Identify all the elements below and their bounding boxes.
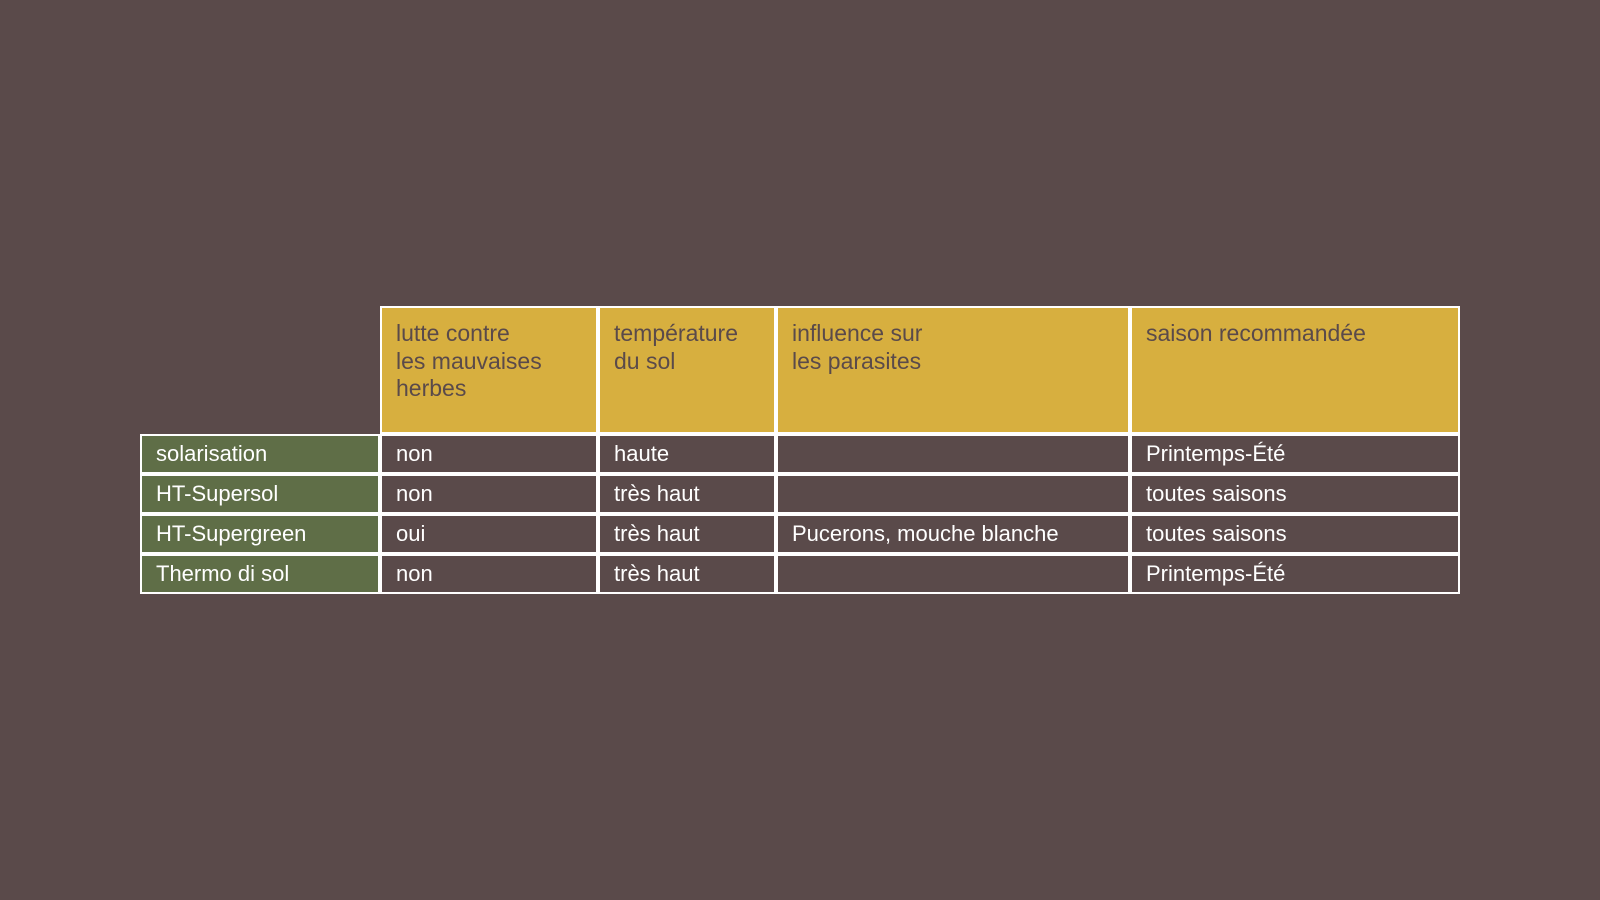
table-header-row: lutte contreles mauvaisesherbes températ… xyxy=(140,306,1460,434)
table-cell: Pucerons, mouche blanche xyxy=(776,514,1130,554)
row-header: HT-Supersol xyxy=(140,474,380,514)
table-cell xyxy=(776,434,1130,474)
table-cell: toutes saisons xyxy=(1130,474,1460,514)
col-header: lutte contreles mauvaisesherbes xyxy=(380,306,598,434)
table-cell: très haut xyxy=(598,474,776,514)
row-header: Thermo di sol xyxy=(140,554,380,594)
table-row: solarisation non haute Printemps-Été xyxy=(140,434,1460,474)
table-cell: toutes saisons xyxy=(1130,514,1460,554)
table-cell: non xyxy=(380,434,598,474)
table-cell: oui xyxy=(380,514,598,554)
table-cell: Printemps-Été xyxy=(1130,554,1460,594)
row-header: solarisation xyxy=(140,434,380,474)
comparison-table-container: lutte contreles mauvaisesherbes températ… xyxy=(140,306,1460,594)
col-header: saison recommandée xyxy=(1130,306,1460,434)
table-row: Thermo di sol non très haut Printemps-Ét… xyxy=(140,554,1460,594)
table-cell: haute xyxy=(598,434,776,474)
table-cell xyxy=(776,474,1130,514)
table-cell xyxy=(776,554,1130,594)
comparison-table: lutte contreles mauvaisesherbes températ… xyxy=(140,306,1460,594)
col-header: influence surles parasites xyxy=(776,306,1130,434)
row-header: HT-Supergreen xyxy=(140,514,380,554)
table-cell: Printemps-Été xyxy=(1130,434,1460,474)
table-cell: très haut xyxy=(598,514,776,554)
table-corner-empty xyxy=(140,306,380,434)
table-cell: très haut xyxy=(598,554,776,594)
table-row: HT-Supersol non très haut toutes saisons xyxy=(140,474,1460,514)
col-header: températuredu sol xyxy=(598,306,776,434)
table-cell: non xyxy=(380,554,598,594)
table-cell: non xyxy=(380,474,598,514)
table-row: HT-Supergreen oui très haut Pucerons, mo… xyxy=(140,514,1460,554)
